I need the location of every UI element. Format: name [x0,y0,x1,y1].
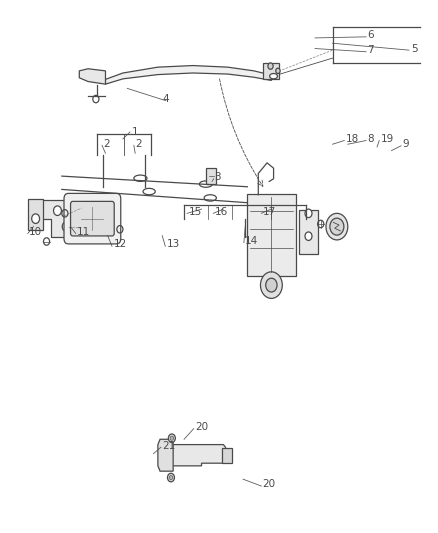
Circle shape [170,436,173,440]
Text: 20: 20 [263,480,276,489]
Text: 12: 12 [113,239,127,249]
Circle shape [62,222,70,231]
Circle shape [305,232,312,240]
Text: 1: 1 [132,127,138,137]
FancyBboxPatch shape [299,209,318,254]
Text: 8: 8 [367,134,374,144]
Polygon shape [79,69,106,84]
Ellipse shape [143,188,155,195]
Text: 7: 7 [367,45,374,55]
Text: 10: 10 [29,227,42,237]
Ellipse shape [134,175,147,181]
Polygon shape [158,439,173,471]
FancyBboxPatch shape [223,448,232,463]
Ellipse shape [199,181,212,187]
Text: 2: 2 [103,139,110,149]
Circle shape [168,434,175,442]
Circle shape [305,209,312,217]
Polygon shape [106,66,272,84]
Text: 11: 11 [77,227,90,237]
Polygon shape [169,445,226,466]
Text: 17: 17 [263,207,276,217]
Text: 18: 18 [346,134,359,144]
Text: 4: 4 [162,94,169,104]
Circle shape [261,272,283,298]
FancyBboxPatch shape [28,199,43,230]
Circle shape [53,206,61,215]
Text: 20: 20 [195,422,208,432]
Circle shape [330,218,344,235]
Text: 19: 19 [381,134,394,144]
FancyBboxPatch shape [64,193,121,244]
Text: 21: 21 [162,441,176,451]
Circle shape [326,213,348,240]
Text: 14: 14 [245,236,258,246]
Text: 16: 16 [215,207,228,217]
Polygon shape [42,200,73,237]
Text: 6: 6 [367,30,374,41]
Text: 13: 13 [166,239,180,249]
Circle shape [266,278,277,292]
Text: 3: 3 [215,172,221,182]
Ellipse shape [204,195,216,201]
Text: 5: 5 [411,44,418,53]
Circle shape [32,214,39,223]
Circle shape [276,68,280,74]
Text: 9: 9 [403,139,409,149]
FancyBboxPatch shape [71,201,114,236]
FancyBboxPatch shape [206,167,216,183]
FancyBboxPatch shape [247,193,296,276]
Circle shape [169,475,173,480]
Ellipse shape [270,74,278,79]
Circle shape [268,63,273,69]
Circle shape [167,473,174,482]
Text: 15: 15 [188,207,201,217]
Text: 2: 2 [135,139,142,149]
FancyBboxPatch shape [263,63,279,79]
